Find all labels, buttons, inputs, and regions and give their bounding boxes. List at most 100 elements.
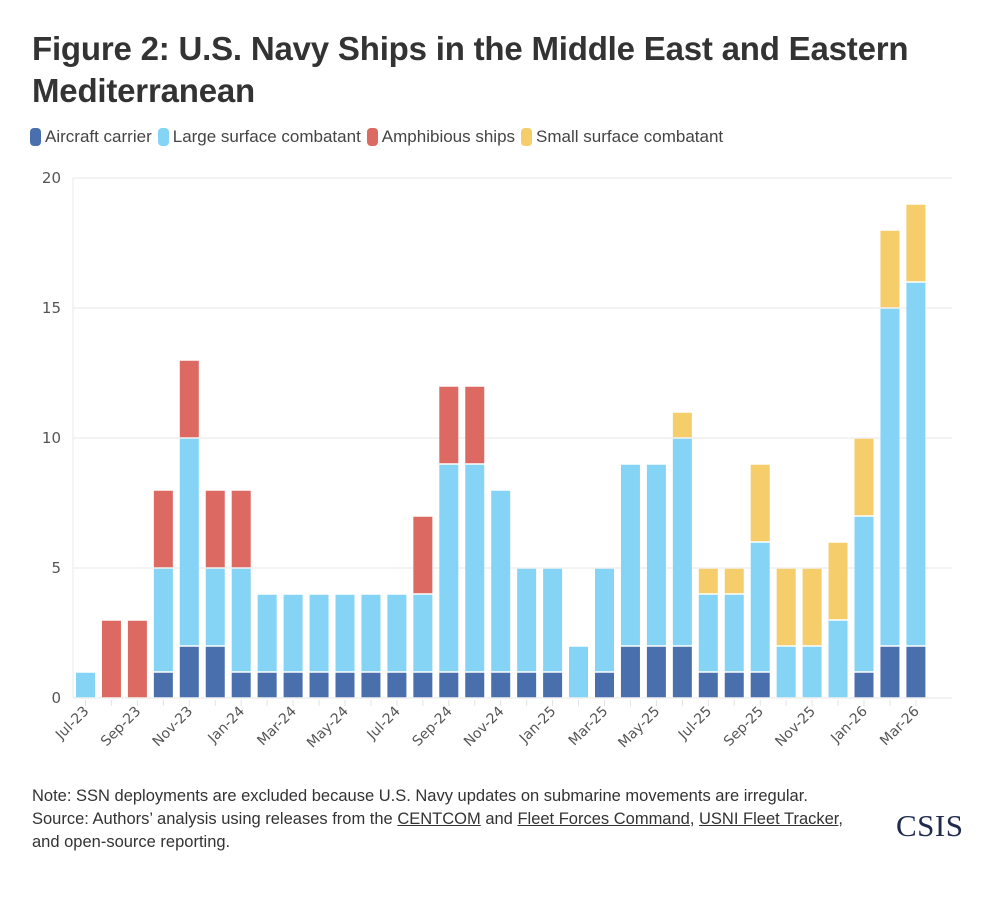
legend-item-amphibious-ships: Amphibious ships — [366, 127, 516, 147]
bar-segment-large-surface-combatant — [387, 594, 407, 672]
bar-segment-aircraft-carrier — [153, 672, 173, 698]
legend-label: Amphibious ships — [381, 127, 516, 146]
bar-segment-aircraft-carrier — [595, 672, 614, 698]
x-tick-label: Jul-25 — [675, 704, 715, 744]
bar-segment-large-surface-combatant — [439, 464, 459, 672]
y-tick-label: 0 — [51, 689, 61, 707]
bar-segment-large-surface-combatant — [698, 594, 718, 672]
legend-label: Small surface combatant — [536, 127, 724, 146]
bar-segment-amphibious-ships — [413, 516, 433, 594]
y-tick-label: 20 — [42, 169, 61, 187]
legend-swatch-small-surface-combatant — [521, 128, 533, 146]
bar-segment-small-surface-combatant — [828, 542, 848, 620]
bar-segment-aircraft-carrier — [620, 646, 640, 698]
bar-segment-aircraft-carrier — [880, 646, 900, 698]
bar-segment-large-surface-combatant — [179, 438, 199, 646]
bar-segment-large-surface-combatant — [465, 464, 485, 672]
legend: Aircraft carrier Large surface combatant… — [30, 127, 729, 147]
bar-segment-amphibious-ships — [439, 386, 459, 464]
bar-segment-large-surface-combatant — [828, 620, 848, 698]
bars — [76, 204, 926, 698]
bar-segment-amphibious-ships — [101, 620, 121, 698]
x-tick-label: Jul-23 — [52, 704, 92, 744]
bar-segment-large-surface-combatant — [776, 646, 796, 698]
x-tick-label: Mar-26 — [877, 703, 923, 749]
bar-segment-aircraft-carrier — [491, 672, 511, 698]
y-axis-ticks: 0 5 10 15 20 — [42, 169, 61, 707]
x-tick-label: Jul-24 — [364, 703, 404, 743]
x-tick-label: Mar-25 — [566, 704, 612, 750]
bar-segment-large-surface-combatant — [724, 594, 744, 672]
usni-fleet-tracker-link[interactable]: USNI Fleet Tracker — [699, 810, 839, 828]
bar-segment-aircraft-carrier — [672, 646, 692, 698]
bar-segment-aircraft-carrier — [335, 672, 355, 698]
bar-segment-small-surface-combatant — [854, 438, 874, 516]
bar-segment-aircraft-carrier — [543, 672, 563, 698]
fleet-forces-command-link[interactable]: Fleet Forces Command — [517, 810, 690, 828]
gridlines — [72, 177, 952, 699]
bar-segment-aircraft-carrier — [646, 646, 666, 698]
source-conjunction: and — [480, 810, 518, 828]
legend-swatch-amphibious-ships — [366, 128, 378, 146]
chart-note: Note: SSN deployments are excluded becau… — [32, 785, 872, 854]
bar-segment-large-surface-combatant — [750, 542, 770, 672]
x-tick-label: Sep-24 — [409, 703, 455, 749]
bar-segment-aircraft-carrier — [361, 672, 381, 698]
x-tick-label: Sep-23 — [98, 704, 144, 750]
bar-segment-aircraft-carrier — [724, 672, 744, 698]
x-tick-label: Nov-23 — [150, 704, 197, 751]
bar-segment-aircraft-carrier — [231, 672, 251, 698]
legend-swatch-aircraft-carrier — [30, 128, 41, 146]
bar-segment-amphibious-ships — [205, 490, 225, 568]
legend-item-aircraft-carrier: Aircraft carrier — [30, 127, 152, 147]
x-tick-label: Sep-25 — [721, 704, 767, 750]
chart-title: Figure 2: U.S. Navy Ships in the Middle … — [32, 30, 909, 109]
source-suffix: , and open-source reporting. — [32, 810, 843, 851]
bar-segment-large-surface-combatant — [543, 568, 563, 672]
bar-segment-small-surface-combatant — [672, 412, 692, 438]
bar-segment-aircraft-carrier — [439, 672, 459, 698]
bar-segment-small-surface-combatant — [776, 568, 796, 646]
bar-segment-aircraft-carrier — [750, 672, 770, 698]
centcom-link[interactable]: CENTCOM — [397, 810, 481, 828]
legend-item-large-surface-combatant: Large surface combatant — [157, 127, 361, 147]
bar-segment-large-surface-combatant — [231, 568, 251, 672]
bar-segment-amphibious-ships — [153, 490, 173, 568]
y-tick-label: 10 — [42, 429, 61, 447]
bar-segment-large-surface-combatant — [854, 516, 874, 672]
x-tick-label: Jan-26 — [827, 703, 871, 747]
bar-segment-large-surface-combatant — [335, 594, 355, 672]
x-tick-label: May-24 — [304, 703, 352, 751]
bar-segment-aircraft-carrier — [698, 672, 718, 698]
bar-segment-large-surface-combatant — [517, 568, 537, 672]
bar-segment-large-surface-combatant — [880, 308, 900, 646]
bar-segment-small-surface-combatant — [750, 464, 770, 542]
bar-segment-large-surface-combatant — [620, 464, 640, 646]
bar-segment-large-surface-combatant — [906, 282, 926, 646]
csis-logo: CSIS — [896, 808, 964, 843]
bar-segment-aircraft-carrier — [309, 672, 329, 698]
x-tick-label: Nov-24 — [461, 703, 508, 750]
bar-segment-large-surface-combatant — [309, 594, 329, 672]
bar-segment-amphibious-ships — [179, 360, 199, 438]
bar-segment-aircraft-carrier — [465, 672, 485, 698]
bar-segment-aircraft-carrier — [179, 646, 199, 698]
x-axis-ticks: Jul-23 Sep-23 Nov-23 Jan-24 Mar-24 May-24 Jul-… — [52, 700, 923, 751]
bar-segment-aircraft-carrier — [387, 672, 407, 698]
x-tick-label: Jan-25 — [516, 704, 559, 747]
legend-label: Large surface combatant — [172, 127, 361, 146]
y-tick-label: 5 — [51, 559, 61, 577]
bar-segment-large-surface-combatant — [283, 594, 303, 672]
bar-segment-aircraft-carrier — [413, 672, 433, 698]
source-separator: , — [689, 810, 700, 828]
bar-segment-aircraft-carrier — [517, 672, 537, 698]
bar-segment-large-surface-combatant — [361, 594, 381, 672]
bar-segment-amphibious-ships — [127, 620, 147, 698]
note-text: Note: SSN deployments are excluded becau… — [32, 787, 808, 805]
x-tick-label: Jan-24 — [205, 703, 249, 747]
bar-segment-large-surface-combatant — [413, 594, 433, 672]
bar-segment-amphibious-ships — [231, 490, 251, 568]
bar-segment-small-surface-combatant — [698, 568, 718, 594]
bar-segment-large-surface-combatant — [802, 646, 822, 698]
